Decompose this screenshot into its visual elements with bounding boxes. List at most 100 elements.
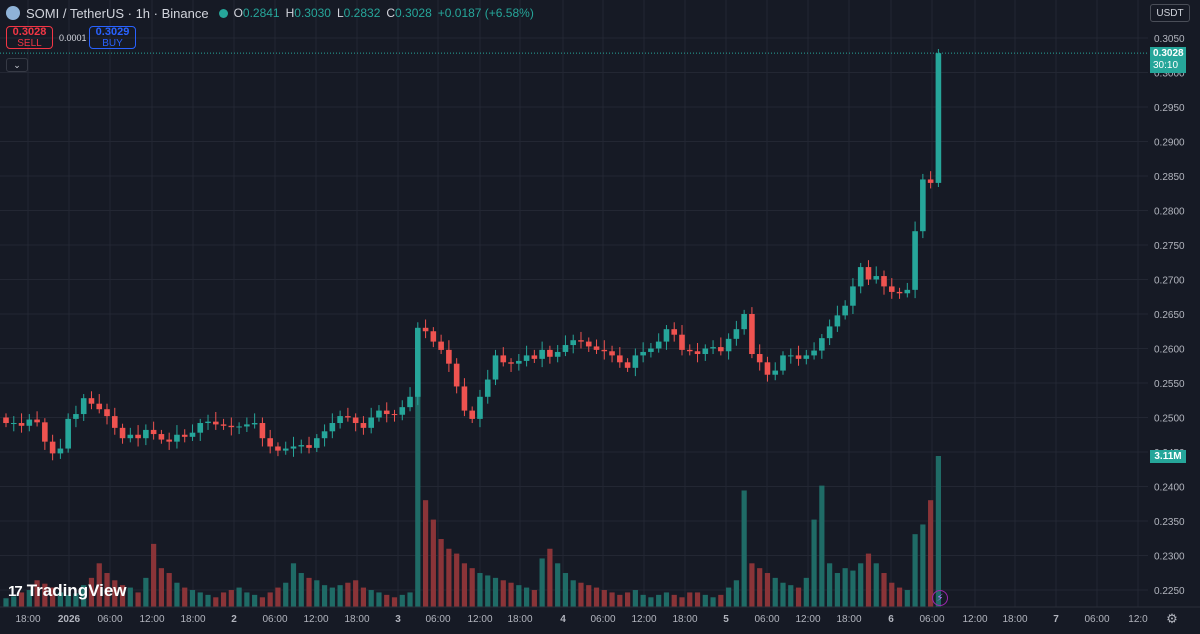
candle-body	[842, 305, 848, 316]
volume-bar	[353, 580, 359, 607]
x-tick-label: 18:00	[672, 614, 697, 625]
volume-bar	[446, 548, 452, 607]
candle-body	[787, 355, 794, 357]
chevron-down-icon: ⌄	[13, 59, 21, 70]
candle-body	[741, 314, 747, 330]
volume-bar	[858, 563, 864, 607]
x-tick-label: 12:00	[631, 614, 656, 625]
currency-select[interactable]: USDT	[1150, 4, 1190, 22]
candle-body	[3, 417, 9, 424]
volume-bar	[197, 592, 203, 607]
volume-bar	[570, 580, 576, 607]
lightning-icon[interactable]: ⚡	[932, 590, 948, 606]
candle-body	[718, 347, 724, 352]
candle-body	[73, 414, 79, 419]
volume-bar	[236, 587, 242, 607]
candle-body	[228, 425, 235, 428]
candle-body	[430, 331, 437, 342]
volume-bar	[18, 592, 25, 607]
candle-body	[212, 421, 219, 425]
x-tick-label: 18:00	[836, 614, 861, 625]
candle-body	[640, 351, 646, 356]
candle-body	[42, 422, 48, 442]
time-axis: 18:00 2026 06:00 12:00 18:00 2 06:00 12:00 18:00…	[0, 606, 1200, 625]
ohlc-change: +0.0187 (+6.58%)	[437, 6, 534, 20]
x-tick-label: 12:0	[1128, 614, 1148, 625]
candle-body	[26, 419, 33, 426]
x-tick-label: 18:00	[15, 614, 40, 625]
volume-bar	[422, 500, 429, 607]
volume-bar	[57, 592, 63, 607]
symbol-title[interactable]: SOMI / TetherUS · 1h · Binance	[26, 5, 209, 21]
x-tick-label: 18:00	[1002, 614, 1027, 625]
collapse-toggle-button[interactable]: ⌄	[6, 58, 28, 72]
candle-body	[34, 419, 40, 423]
candle-body	[306, 445, 312, 448]
volume-bar	[244, 592, 250, 607]
y-tick-label: 0.2800	[1154, 207, 1185, 218]
volume-bar	[205, 594, 211, 607]
volume-bar	[477, 573, 483, 607]
y-tick-label: 0.2300	[1154, 552, 1185, 563]
y-tick-label: 0.2900	[1154, 138, 1185, 149]
candle-body	[686, 349, 693, 352]
candle-body	[18, 423, 25, 426]
volume-bar	[656, 594, 662, 607]
trade-panel: 0.3028 SELL 0.0001 0.3029 BUY	[6, 26, 136, 49]
candle-body	[282, 448, 289, 451]
volume-bar	[174, 582, 180, 607]
candle-body	[819, 338, 825, 351]
volume-bar	[609, 592, 615, 607]
candle-body	[275, 446, 281, 451]
volume-bar	[555, 563, 561, 607]
volume-bar	[73, 593, 79, 607]
candle-body	[896, 291, 903, 294]
volume-bar	[539, 558, 545, 607]
ohlc-high-value: 0.3030	[294, 6, 331, 20]
volume-bar	[220, 592, 227, 607]
candle-body	[337, 416, 343, 424]
candle-body	[834, 315, 841, 327]
candle-body	[570, 340, 577, 346]
volume-bar	[679, 597, 685, 607]
volume-bar	[663, 592, 670, 607]
candle-body	[601, 349, 608, 352]
volume-bar	[795, 587, 802, 607]
volume-bar	[578, 582, 584, 607]
candle-body	[920, 179, 926, 232]
candle-body	[733, 329, 740, 339]
x-tick-label: 5	[723, 614, 729, 625]
candle-body	[10, 423, 17, 425]
x-tick-label: 2	[231, 614, 237, 625]
tradingview-logo[interactable]: 17 TradingView	[8, 581, 127, 601]
candle-body	[539, 349, 545, 359]
volume-bar	[415, 373, 421, 607]
buy-button[interactable]: 0.3029 BUY	[89, 26, 136, 49]
candle-body	[345, 416, 351, 418]
candle-body	[609, 351, 615, 356]
x-tick-label: 12:00	[962, 614, 987, 625]
volume-bar	[648, 597, 654, 607]
volume-bar	[26, 590, 32, 607]
gear-icon[interactable]: ⚙	[1166, 611, 1178, 626]
candle-body	[912, 231, 918, 290]
candle-body	[531, 355, 538, 359]
volume-bar	[34, 580, 40, 607]
volume-bar	[81, 585, 87, 607]
volume-bar	[407, 592, 413, 607]
volume-bar	[42, 583, 48, 607]
sell-button[interactable]: 0.3028 SELL	[6, 26, 53, 49]
candle-body	[321, 431, 328, 439]
candle-body	[694, 351, 701, 355]
volume-bar	[694, 592, 701, 607]
spread-value: 0.0001	[59, 32, 87, 43]
candle-body	[267, 438, 273, 447]
volume-bar	[912, 534, 918, 607]
candle-body	[663, 329, 670, 342]
volume-bar	[865, 553, 872, 607]
y-tick-label: 0.2500	[1154, 414, 1185, 425]
candle-body	[376, 410, 382, 418]
volume-bar	[290, 563, 297, 607]
volume-bar	[834, 573, 840, 607]
